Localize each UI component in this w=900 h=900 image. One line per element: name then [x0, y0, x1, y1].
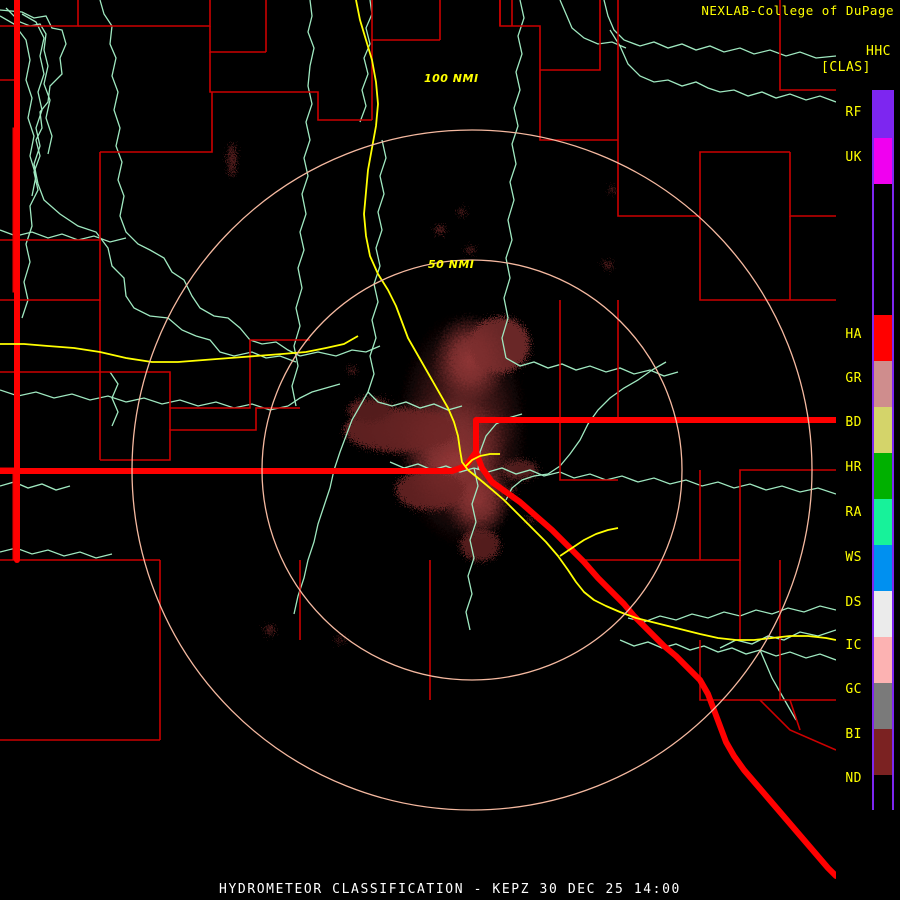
color-bar-label-ra: RA [845, 505, 862, 520]
color-bar-label-uk: UK [845, 150, 862, 165]
range-ring-layer [131, 129, 813, 811]
range-ring-label-100: 100 NMI [424, 72, 479, 85]
color-bar-segment-rf[interactable] [874, 92, 892, 138]
range-ring-100 [131, 129, 813, 811]
range-ring-label-50: 50 NMI [428, 258, 475, 271]
color-bar-segment-hr[interactable] [874, 453, 892, 499]
color-bar-label-ha: HA [845, 327, 862, 342]
color-bar-segment-gr[interactable] [874, 361, 892, 407]
color-bar-label-ds: DS [845, 595, 862, 610]
product-mode-label: [CLAS] [821, 60, 871, 75]
highway-major-layer [0, 0, 836, 879]
color-bar-label-gr: GR [845, 371, 862, 386]
color-bar-segment-ws[interactable] [874, 545, 892, 591]
color-bar-segment-blank-4[interactable] [874, 276, 892, 315]
product-code-label: HHC [866, 44, 891, 59]
color-bar-segment-bd[interactable] [874, 407, 892, 453]
highway-minor-layer [0, 0, 836, 641]
radar-echo-layer [228, 144, 615, 643]
radar-map-panel[interactable]: 100 NMI 50 NMI [0, 0, 836, 880]
color-bar-label-hr: HR [845, 460, 862, 475]
color-bar-label-bi: BI [845, 727, 862, 742]
color-bar-segment-ic[interactable] [874, 637, 892, 683]
color-bar-segment-bi[interactable] [874, 729, 892, 775]
color-bar-segment-gc[interactable] [874, 683, 892, 729]
color-bar-label-bd: BD [845, 415, 862, 430]
color-bar-segment-uk[interactable] [874, 138, 892, 184]
color-bar-label-ws: WS [845, 550, 862, 565]
color-bar-segment-ra[interactable] [874, 499, 892, 545]
radar-map-canvas[interactable] [0, 0, 836, 880]
classification-color-bar[interactable] [872, 90, 894, 812]
color-bar-label-nd: ND [845, 771, 862, 786]
color-bar-segment-nd[interactable] [874, 775, 892, 812]
color-bar-segment-ds[interactable] [874, 591, 892, 637]
nexlab-credit: NEXLAB-College of DuPage [701, 3, 894, 18]
color-bar-label-ic: IC [845, 638, 862, 653]
color-bar-label-rf: RF [845, 105, 862, 120]
color-bar-segment-blank-3[interactable] [874, 230, 892, 276]
color-bar-label-gc: GC [845, 682, 862, 697]
range-ring-50 [261, 259, 683, 681]
status-bar: HYDROMETEOR CLASSIFICATION - KEPZ 30 DEC… [219, 882, 681, 897]
color-bar-segment-ha[interactable] [874, 315, 892, 361]
color-bar-segment-blank-2[interactable] [874, 184, 892, 230]
